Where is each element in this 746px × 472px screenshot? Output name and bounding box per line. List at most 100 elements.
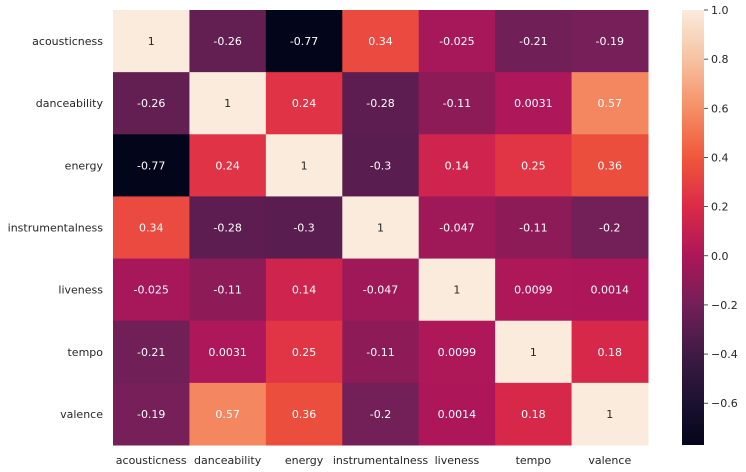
cell-value-label: -0.11 — [519, 222, 547, 235]
cell-value-label: -0.3 — [293, 222, 314, 235]
colorbar-tick-label: 0.2 — [711, 201, 729, 214]
y-tick-label: valence — [60, 408, 103, 421]
y-tick-label: instrumentalness — [8, 222, 104, 235]
heatmap-cell — [265, 10, 343, 73]
heatmap-cell — [342, 72, 420, 135]
cell-value-label: 1 — [224, 97, 231, 110]
cell-value-label: 0.34 — [368, 35, 393, 48]
x-tick-label: tempo — [516, 454, 552, 467]
x-tick-label: danceability — [194, 454, 262, 467]
cell-value-label: -0.025 — [133, 284, 168, 297]
cell-value-label: 0.0099 — [514, 284, 553, 297]
cell-value-label: 0.18 — [598, 346, 623, 359]
cell-value-label: -0.19 — [596, 35, 624, 48]
heatmap-cell — [418, 72, 496, 135]
heatmap-cell — [189, 72, 267, 135]
x-tick-label: energy — [285, 454, 324, 467]
cell-value-label: 1 — [453, 284, 460, 297]
y-tick-labels: acousticness danceability energy instrument… — [8, 35, 104, 421]
heatmap-cell — [113, 10, 190, 73]
cell-value-label: 0.14 — [292, 284, 317, 297]
heatmap-cell — [113, 72, 190, 135]
x-tick-labels: acousticness danceability energy instrument… — [116, 454, 632, 467]
cell-value-label: -0.11 — [213, 284, 241, 297]
heatmap-cell — [113, 382, 190, 446]
heatmap-cell — [495, 258, 573, 322]
cell-value-label: 1 — [148, 35, 155, 48]
x-tick-label: liveness — [435, 454, 480, 467]
cell-value-label: -0.2 — [599, 222, 620, 235]
colorbar-tick-label: 0.4 — [711, 151, 729, 164]
cell-value-label: -0.77 — [137, 159, 165, 172]
cell-value-label: -0.047 — [439, 222, 474, 235]
y-tick-label: energy — [65, 159, 104, 172]
heatmap-cell — [189, 258, 267, 322]
heatmap-cell — [265, 72, 343, 135]
cell-value-label: 1 — [301, 159, 308, 172]
cell-value-label: -0.19 — [137, 408, 165, 421]
colorbar-gradient-bar — [682, 10, 704, 445]
heatmap-cell — [189, 10, 267, 73]
colorbar-tick-label: 0.0 — [711, 250, 729, 263]
heatmap-cell — [495, 72, 573, 135]
cell-value-label: 0.36 — [292, 408, 317, 421]
cell-value-label: 0.34 — [139, 222, 164, 235]
cell-value-label: -0.2 — [370, 408, 391, 421]
y-tick-label: liveness — [58, 284, 103, 297]
heatmap-cell — [495, 382, 573, 446]
heatmap-cell — [571, 320, 649, 384]
heatmap-cell — [342, 258, 420, 322]
heatmap-cell — [342, 10, 420, 73]
cell-value-label: -0.26 — [137, 97, 165, 110]
x-tick-label: acousticness — [116, 454, 187, 467]
cell-value-label: 0.14 — [445, 159, 470, 172]
heatmap-cell — [342, 320, 420, 384]
heatmap-cell — [418, 134, 496, 197]
colorbar-tick-label: −0.4 — [711, 348, 738, 361]
x-tick-label: valence — [588, 454, 631, 467]
heatmap-cell — [418, 258, 496, 322]
cell-value-label: 0.0031 — [514, 97, 553, 110]
cell-value-label: 0.0014 — [591, 284, 630, 297]
heatmap-cell — [571, 258, 649, 322]
heatmap-cell — [265, 196, 343, 260]
heatmap-cell — [113, 196, 190, 260]
heatmap-cell — [495, 10, 573, 73]
heatmap-cell — [571, 196, 649, 260]
cell-value-label: 0.36 — [598, 159, 623, 172]
heatmap-cell — [265, 258, 343, 322]
heatmap-cell — [265, 320, 343, 384]
heatmap-cell — [495, 196, 573, 260]
heatmap-cell — [495, 134, 573, 197]
y-tick-label: acousticness — [32, 35, 103, 48]
heatmap-cell — [418, 10, 496, 73]
heatmap-cell — [571, 134, 649, 197]
cell-value-label: 0.0014 — [438, 408, 477, 421]
cell-value-label: -0.21 — [519, 35, 547, 48]
heatmap-cell — [189, 320, 267, 384]
cell-value-label: 0.25 — [521, 159, 546, 172]
heatmap-cell — [342, 382, 420, 446]
cell-value-label: 1 — [377, 222, 384, 235]
heatmap-cell — [418, 382, 496, 446]
cell-value-label: -0.11 — [443, 97, 471, 110]
colorbar-tick-label: 1.0 — [711, 4, 729, 17]
cell-value-label: 0.57 — [215, 408, 240, 421]
heatmap-cell — [418, 196, 496, 260]
heatmap-cell — [571, 382, 649, 446]
cell-value-label: -0.025 — [439, 35, 474, 48]
colorbar-tick-label: 0.8 — [711, 53, 729, 66]
colorbar-tick-label: −0.2 — [711, 299, 738, 312]
cell-value-label: -0.3 — [370, 159, 391, 172]
heatmap-cell — [189, 196, 267, 260]
cell-value-label: -0.047 — [363, 284, 398, 297]
heatmap-cell — [495, 320, 573, 384]
heatmap-cell — [189, 134, 267, 197]
heatmap-cell — [113, 134, 190, 197]
heatmap-cell — [113, 258, 190, 322]
heatmap-cell — [342, 196, 420, 260]
cell-value-label: 0.57 — [598, 97, 623, 110]
colorbar-tick-label: −0.6 — [711, 397, 738, 410]
cell-value-label: 0.24 — [215, 159, 240, 172]
